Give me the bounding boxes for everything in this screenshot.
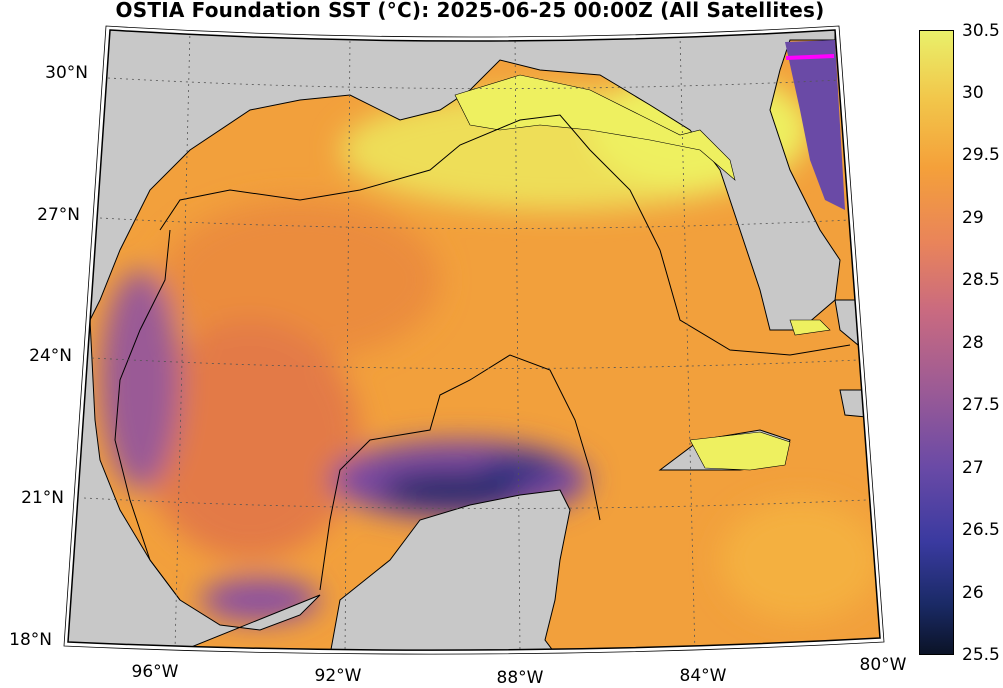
shelf-contour-north (159, 114, 851, 356)
lat-label-27: 27°N (37, 205, 80, 225)
colorbar-tick: 26.5 (962, 520, 1000, 540)
lon-label-88: 88°W (496, 668, 544, 688)
colorbar-tick: 28 (962, 333, 984, 353)
coastal-warm-water (454, 74, 831, 471)
colorbar (919, 30, 954, 655)
shelf-contour-yucatan (319, 354, 601, 591)
map-frame (67, 29, 881, 651)
colorbar-tick: 25.5 (962, 645, 1000, 665)
colorbar-tick: 30 (962, 83, 984, 103)
graticule (83, 30, 867, 651)
colorbar-tick: 29 (962, 208, 984, 228)
colorbar-tick: 27 (962, 458, 984, 478)
colorbar-tick: 29.5 (962, 145, 1000, 165)
map-frame-outer (63, 25, 885, 655)
lat-label-21: 21°N (21, 488, 64, 508)
map-title: OSTIA Foundation SST (°C): 2025-06-25 00… (115, 0, 825, 22)
colorbar-tick: 26 (962, 583, 984, 603)
atlantic-cool-strip (785, 40, 845, 210)
magenta-marker (785, 54, 835, 60)
lat-label-18: 18°N (9, 630, 52, 650)
lon-label-92: 92°W (314, 666, 362, 686)
lon-label-80: 80°W (859, 655, 907, 675)
lon-label-84: 84°W (679, 666, 727, 686)
lat-label-30: 30°N (45, 63, 88, 83)
sst-anomaly-patches (100, 70, 880, 622)
colorbar-tick: 27.5 (962, 395, 1000, 415)
colorbar-tick: 30.5 (962, 21, 1000, 41)
colorbar-tick: 28.5 (962, 270, 1000, 290)
lon-label-96: 96°W (131, 662, 179, 682)
lat-label-24: 24°N (29, 346, 72, 366)
shelf-contour-west (114, 229, 181, 601)
